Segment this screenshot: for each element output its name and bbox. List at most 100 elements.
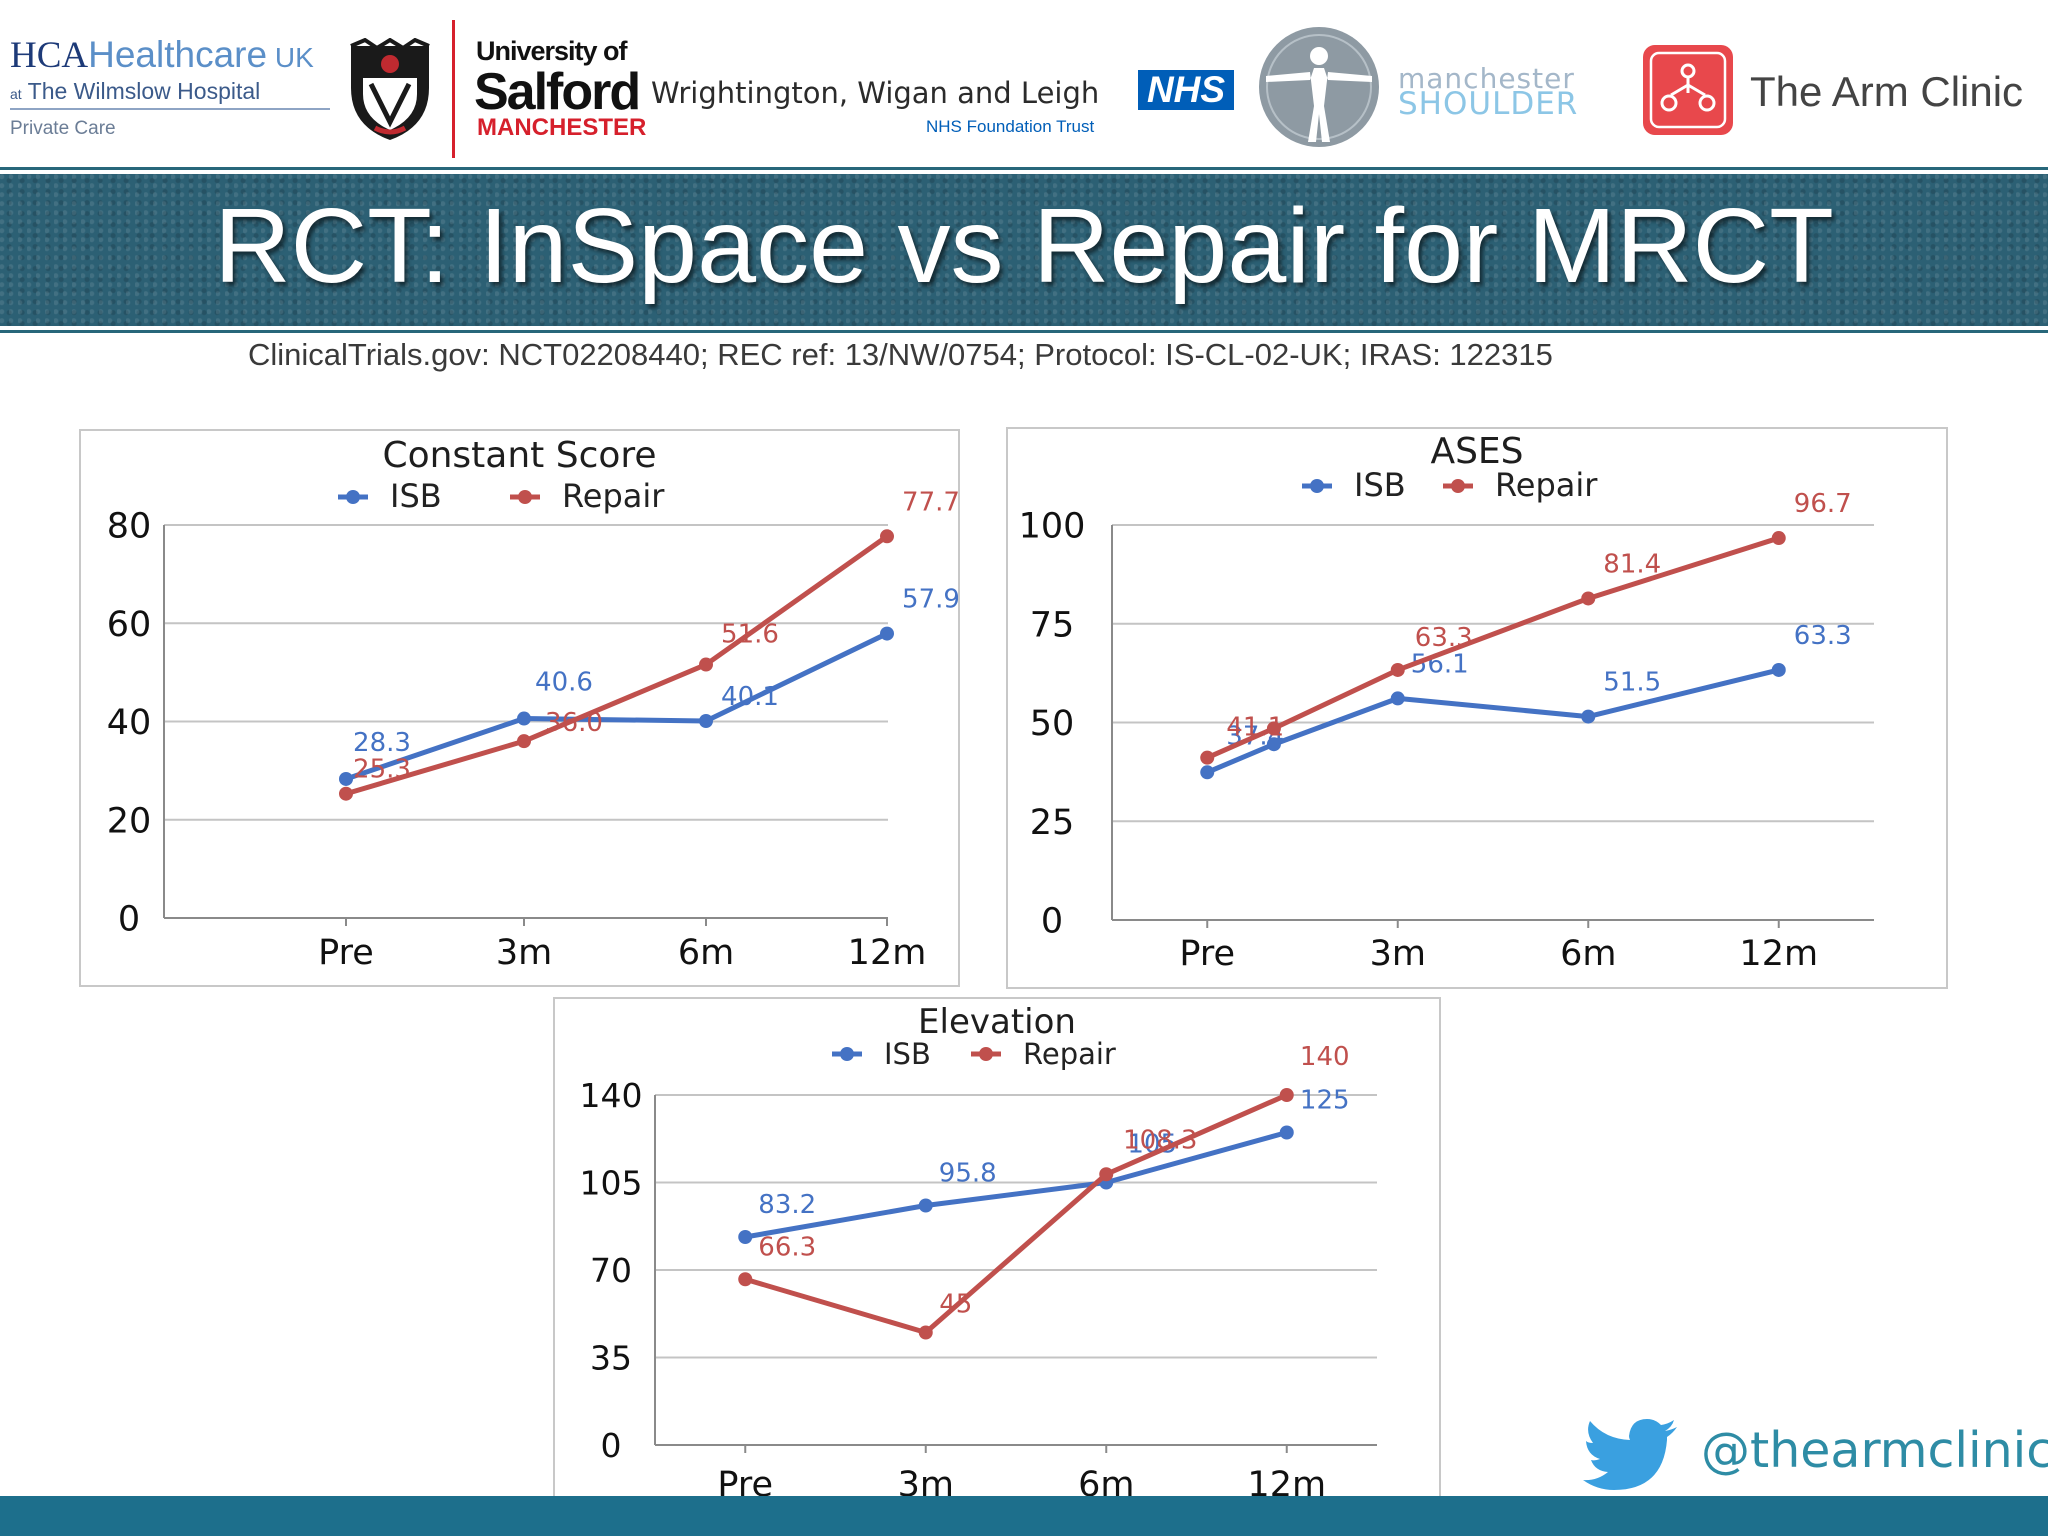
y-tick-label: 35 [590,1338,632,1377]
data-point-isb [1200,765,1215,780]
data-label-isb: 95.8 [939,1159,997,1189]
data-point-repair [1099,1167,1114,1182]
series-line-repair [1206,535,1780,760]
data-point-repair [738,1272,753,1287]
salford-university-label: University of [476,36,628,66]
data-label-isb: 28.3 [353,728,411,758]
data-label-isb: 57.9 [902,585,958,615]
data-label-repair: 25.3 [353,755,411,785]
legend-label-isb: ISB [390,477,442,515]
data-point-repair [1390,662,1405,677]
x-tick-label: 6m [1560,934,1616,974]
title-rule-top [0,167,2048,170]
data-label-repair: 36.0 [545,708,603,738]
data-point-repair [1771,531,1786,546]
data-point-repair [699,657,713,672]
hca-hospital-line: at The Wilmslow Hospital [10,78,260,105]
legend-marker-isb [346,490,360,504]
legend-label-isb: ISB [884,1037,931,1071]
series-line-repair [744,1092,1288,1335]
arm-clinic-name: The Arm Clinic [1750,68,2024,115]
twitter-bird-icon[interactable] [1583,1418,1679,1494]
x-tick-label: 6m [678,933,734,973]
constant-score-chart: Constant Score ISB Repair 0 20 40 60 80 Pre 3m 6m 1… [79,429,960,987]
data-label-isb: 63.3 [1794,621,1852,651]
data-point-isb [1390,691,1405,706]
wwl-trust-name: Wrightington, Wigan and Leigh [651,76,1100,110]
data-label-repair: 140 [1300,1042,1350,1072]
data-point-repair [1581,591,1596,606]
hca-hospital-name: The Wilmslow Hospital [21,78,261,104]
y-tick-label: 75 [1030,605,1075,645]
data-point-repair [1266,721,1281,736]
hca-logo-healthcare: Healthcare [88,34,268,75]
legend-label-repair: Repair [1023,1037,1116,1071]
legend-marker-repair [1451,479,1465,493]
data-label-repair: 108.3 [1123,1125,1197,1155]
data-point-repair [339,786,353,801]
ases-chart: ASES ISB Repair 0 25 50 75 100 Pre 3m 6m 12m 37.4 56.… [1006,427,1948,989]
y-tick-label: 80 [107,507,152,547]
data-point-isb [699,714,713,729]
salford-city: MANCHESTER [477,114,647,141]
data-point-repair [517,734,531,749]
y-tick-label: 60 [107,605,152,645]
data-point-repair [880,529,894,544]
data-point-repair [918,1325,933,1340]
hca-private-care: Private Care [10,118,116,139]
data-label-isb: 40.1 [721,682,779,712]
data-point-repair [1279,1088,1294,1102]
y-tick-label: 40 [107,703,152,743]
data-point-isb [339,771,353,786]
y-tick-label: 0 [601,1426,622,1465]
title-banner [0,174,2048,326]
data-label-repair: 77.7 [902,487,958,517]
hca-divider [10,108,330,110]
data-label-isb: 51.5 [1603,668,1661,698]
hca-logo-uk: UK [267,42,314,73]
y-tick-label: 0 [1041,902,1063,942]
page-title: RCT: InSpace vs Repair for MRCT [214,187,1834,305]
data-label-repair: 66.3 [758,1232,816,1262]
wwl-trust-subtitle: NHS Foundation Trust [926,117,1095,136]
hca-logo: HCAHealthcare UK [10,34,314,77]
shoulder-label: SHOULDER [1398,86,1579,122]
y-tick-label: 140 [580,1076,643,1115]
data-point-repair [1200,750,1215,765]
data-label-isb: 40.6 [535,668,593,698]
elevation-chart: Elevation ISB Repair 0 35 70 105 140 Pre 3m 6m 12m 8… [553,997,1441,1525]
nhs-badge: NHS [1138,70,1234,110]
data-label-isb: 125 [1300,1086,1350,1116]
shoulder-figure-icon [1259,27,1379,147]
legend-marker-repair [518,490,532,504]
y-tick-label: 50 [1030,704,1075,744]
data-label-isb: 83.2 [758,1190,816,1220]
data-point-isb [1279,1125,1294,1140]
salford-divider [452,20,455,158]
data-point-isb [738,1230,753,1244]
data-label-repair: 81.4 [1603,549,1661,579]
legend-marker-isb [1310,479,1324,493]
data-label-repair: 96.7 [1794,489,1852,519]
series-line-isb [744,1130,1288,1240]
x-tick-label: 12m [1739,934,1818,974]
y-tick-label: 100 [1019,507,1086,547]
legend-label-isb: ISB [1354,466,1406,504]
data-label-repair: 63.3 [1415,623,1473,653]
y-tick-label: 0 [118,900,140,940]
trial-identifiers: ClinicalTrials.gov: NCT02208440; REC ref… [248,337,1553,372]
x-tick-label: 3m [1370,934,1426,974]
data-point-isb [1771,662,1786,677]
twitter-handle[interactable]: @thearmclinic [1701,1422,2048,1479]
series-line-repair [345,534,889,797]
data-point-isb [517,711,531,726]
legend-label-repair: Repair [562,477,665,515]
legend-label-repair: Repair [1495,466,1598,504]
constant-chart-title: Constant Score [382,435,656,476]
legend-marker-repair [979,1047,993,1061]
data-point-isb [1266,737,1281,752]
logo-bar: HCAHealthcare UK at The Wilmslow Hospita… [0,0,2048,165]
